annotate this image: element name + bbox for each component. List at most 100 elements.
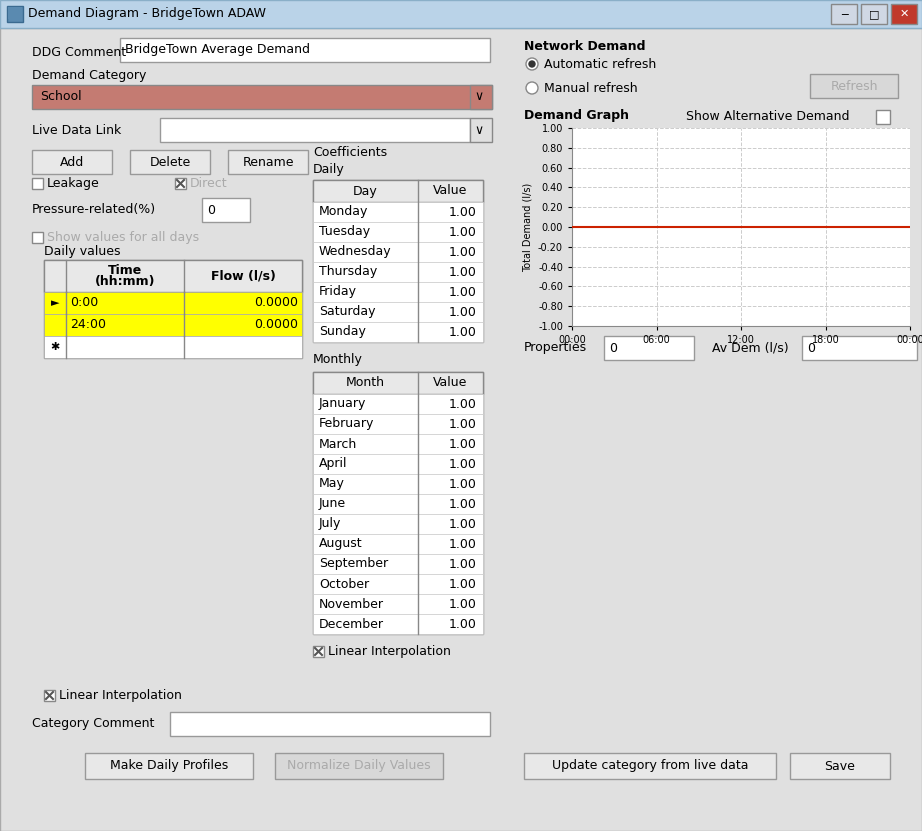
Text: 1.00: 1.00 [449, 437, 477, 450]
Bar [313, 394, 483, 414]
Bar [313, 180, 483, 342]
Bar [891, 4, 917, 24]
Text: 1.00: 1.00 [449, 617, 477, 631]
Text: November: November [319, 597, 384, 611]
Text: Month: Month [346, 376, 385, 390]
Bar [790, 753, 890, 779]
Text: Monday: Monday [319, 205, 369, 219]
Text: Thursday: Thursday [319, 265, 377, 278]
Text: 0.0000: 0.0000 [254, 297, 298, 309]
Text: 1.00: 1.00 [449, 538, 477, 550]
Bar [313, 262, 483, 282]
Bar [313, 414, 483, 434]
Text: Direct: Direct [190, 177, 228, 190]
Bar [32, 178, 43, 189]
Bar [32, 150, 112, 174]
Bar [275, 753, 443, 779]
Bar [802, 336, 917, 360]
Text: 1.00: 1.00 [449, 286, 477, 298]
Text: February: February [319, 417, 374, 430]
Text: ✕: ✕ [899, 9, 909, 19]
Bar [470, 85, 492, 109]
Text: Demand Category: Demand Category [32, 70, 147, 82]
Bar [313, 494, 483, 514]
Text: Properties: Properties [524, 342, 587, 355]
Bar [313, 474, 483, 494]
Text: 0:00: 0:00 [70, 297, 99, 309]
Bar [524, 753, 776, 779]
Text: Rename: Rename [242, 155, 294, 169]
Text: Linear Interpolation: Linear Interpolation [328, 645, 451, 658]
Bar [7, 6, 23, 22]
Text: Automatic refresh: Automatic refresh [544, 57, 656, 71]
Text: Leakage: Leakage [47, 177, 100, 190]
Text: 0: 0 [609, 342, 617, 355]
Bar [313, 222, 483, 242]
Text: (hh:mm): (hh:mm) [95, 276, 155, 288]
Bar [44, 292, 302, 314]
Bar [8, 7, 22, 19]
Bar [85, 753, 253, 779]
Text: Day: Day [353, 184, 378, 198]
Text: 1.00: 1.00 [449, 558, 477, 571]
Bar [313, 614, 483, 634]
Text: Pressure-related(%): Pressure-related(%) [32, 204, 156, 217]
Circle shape [526, 82, 538, 94]
Text: April: April [319, 458, 348, 470]
Text: Update category from live data: Update category from live data [551, 760, 749, 773]
Circle shape [526, 58, 538, 70]
Bar [313, 180, 483, 202]
Text: August: August [319, 538, 362, 550]
Text: 1.00: 1.00 [449, 306, 477, 318]
Bar [313, 534, 483, 554]
Text: March: March [319, 437, 357, 450]
Text: ✱: ✱ [51, 342, 60, 352]
Y-axis label: Total Demand (l/s): Total Demand (l/s) [523, 182, 532, 272]
Text: Value: Value [433, 376, 467, 390]
Text: Demand Diagram - BridgeTown ADAW: Demand Diagram - BridgeTown ADAW [28, 7, 266, 21]
Text: ∨: ∨ [474, 91, 483, 104]
Bar [202, 198, 250, 222]
Text: 0.0000: 0.0000 [254, 318, 298, 332]
Text: Daily: Daily [313, 164, 345, 176]
Bar [313, 514, 483, 534]
Bar [313, 372, 483, 394]
Bar [313, 454, 483, 474]
Text: Time: Time [108, 263, 142, 277]
Bar [861, 4, 887, 24]
Text: ─: ─ [841, 9, 847, 19]
Bar [160, 118, 470, 142]
Bar [810, 74, 898, 98]
Text: October: October [319, 578, 369, 591]
Bar [0, 0, 922, 28]
Text: Add: Add [60, 155, 84, 169]
Text: 1.00: 1.00 [449, 478, 477, 490]
Bar [313, 372, 483, 634]
Text: 1.00: 1.00 [449, 397, 477, 411]
Text: Network Demand: Network Demand [524, 40, 645, 52]
Bar [32, 232, 43, 243]
Text: Friday: Friday [319, 286, 357, 298]
Bar [313, 646, 324, 657]
Bar [120, 38, 490, 62]
Bar [170, 712, 490, 736]
Bar [470, 118, 492, 142]
Text: Flow (l/s): Flow (l/s) [210, 269, 276, 283]
Text: Show Alternative Demand: Show Alternative Demand [686, 110, 849, 122]
Bar [313, 202, 483, 222]
Bar [313, 574, 483, 594]
Text: ►: ► [51, 298, 59, 308]
Circle shape [529, 61, 535, 67]
Text: 1.00: 1.00 [449, 518, 477, 530]
Bar [175, 178, 186, 189]
Text: Manual refresh: Manual refresh [544, 81, 638, 95]
Text: Av Dem (l/s): Av Dem (l/s) [712, 342, 788, 355]
Text: Coefficients: Coefficients [313, 145, 387, 159]
Text: December: December [319, 617, 384, 631]
Bar [44, 314, 302, 336]
Bar [44, 336, 302, 358]
Text: January: January [319, 397, 366, 411]
Text: Normalize Daily Values: Normalize Daily Values [287, 760, 431, 773]
Text: 1.00: 1.00 [449, 245, 477, 258]
Text: DDG Comment: DDG Comment [32, 46, 126, 58]
